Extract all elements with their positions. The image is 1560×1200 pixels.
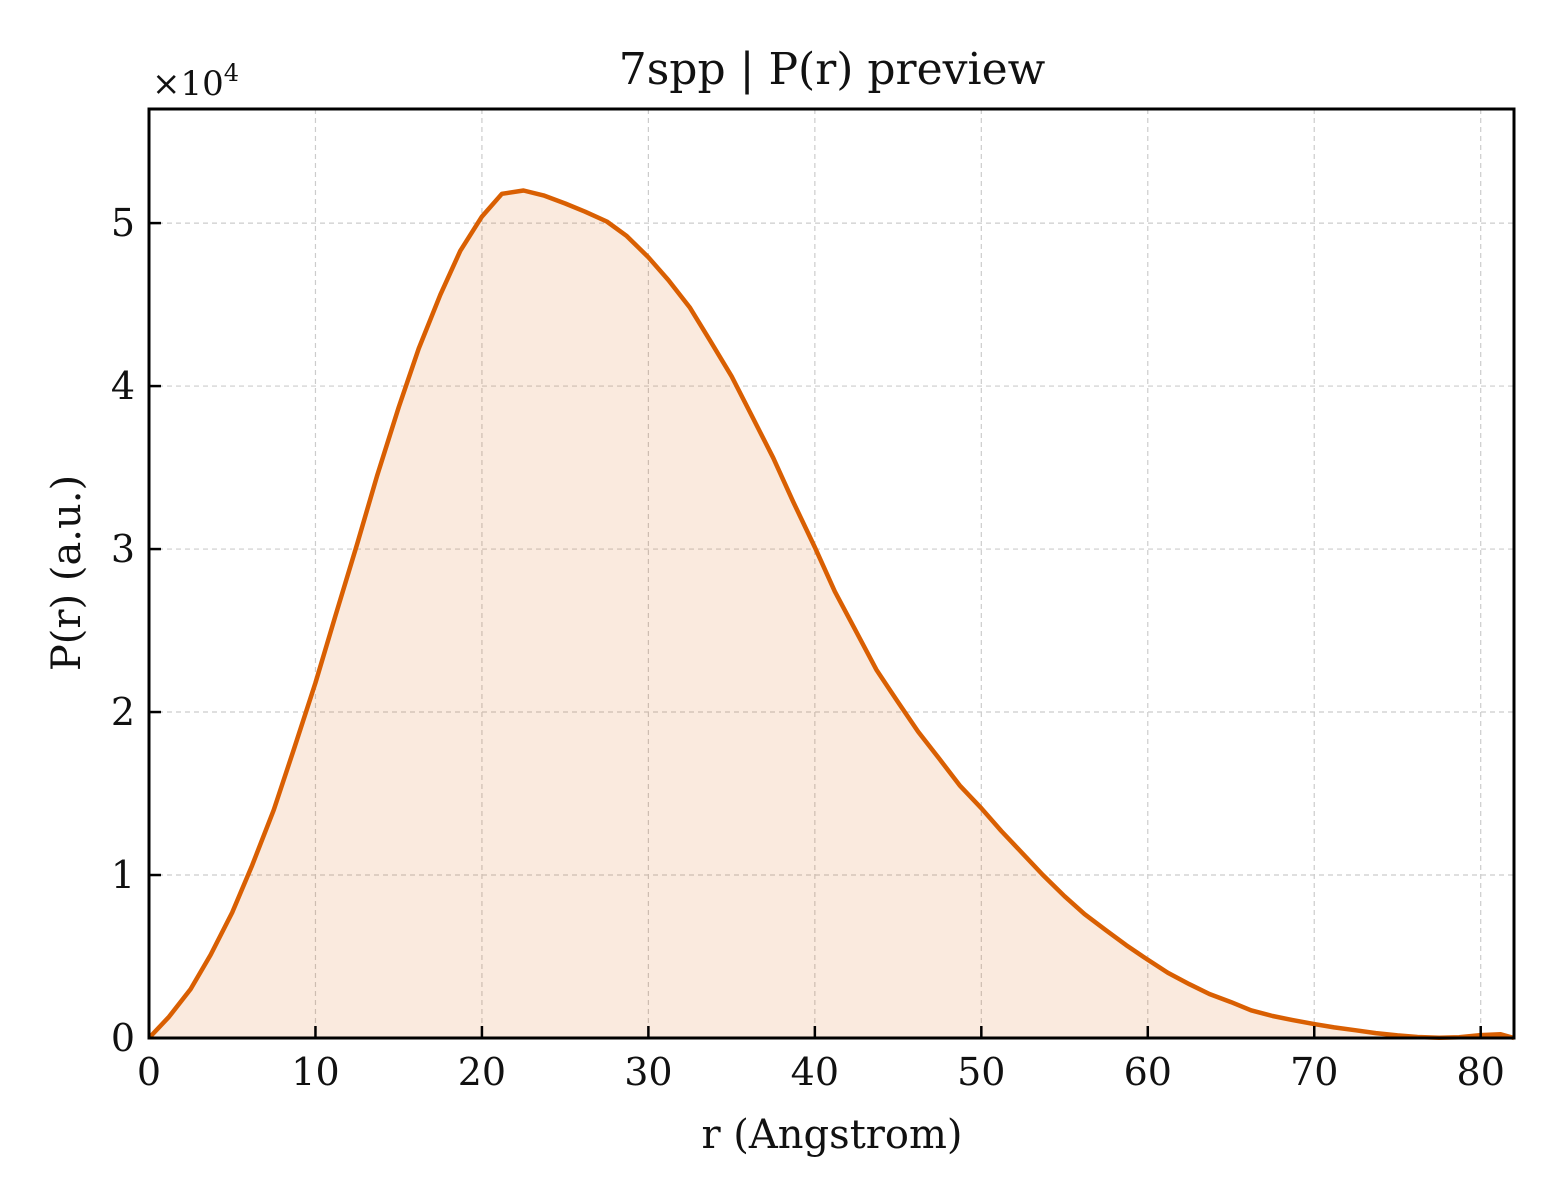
y-multiplier: ×104 (152, 59, 239, 104)
chart-title: 7spp | P(r) preview (619, 44, 1046, 95)
x-tick-label: 50 (957, 1050, 1005, 1094)
x-tick-label: 20 (458, 1050, 506, 1094)
y-tick-label: 0 (111, 1016, 135, 1060)
x-tick-label: 70 (1290, 1050, 1338, 1094)
area-fill (149, 190, 1514, 1038)
grid (149, 109, 1514, 1038)
x-axis-label: r (Angstrom) (701, 1112, 962, 1158)
plot-frame (147, 107, 1516, 1040)
x-tick-label: 0 (137, 1050, 161, 1094)
y-tick-label: 1 (111, 853, 135, 897)
x-tick-label: 60 (1124, 1050, 1172, 1094)
x-tick-label: 30 (624, 1050, 672, 1094)
y-axis-label: P(r) (a.u.) (44, 475, 90, 671)
y-tick-label: 3 (111, 527, 135, 571)
x-tick-label: 40 (791, 1050, 839, 1094)
y-tick-label: 5 (111, 201, 135, 245)
data-points (148, 190, 1515, 1039)
y-tick-label: 4 (111, 364, 135, 408)
axis-ticks: 0 10 20 30 40 50 60 70 80 0 1 2 3 4 5 (111, 201, 1505, 1094)
y-multiplier-base: ×10 (152, 64, 224, 104)
y-tick-label: 2 (111, 690, 135, 734)
y-multiplier-exponent: 4 (224, 59, 239, 87)
x-tick-label: 10 (291, 1050, 339, 1094)
x-tick-label: 80 (1457, 1050, 1505, 1094)
